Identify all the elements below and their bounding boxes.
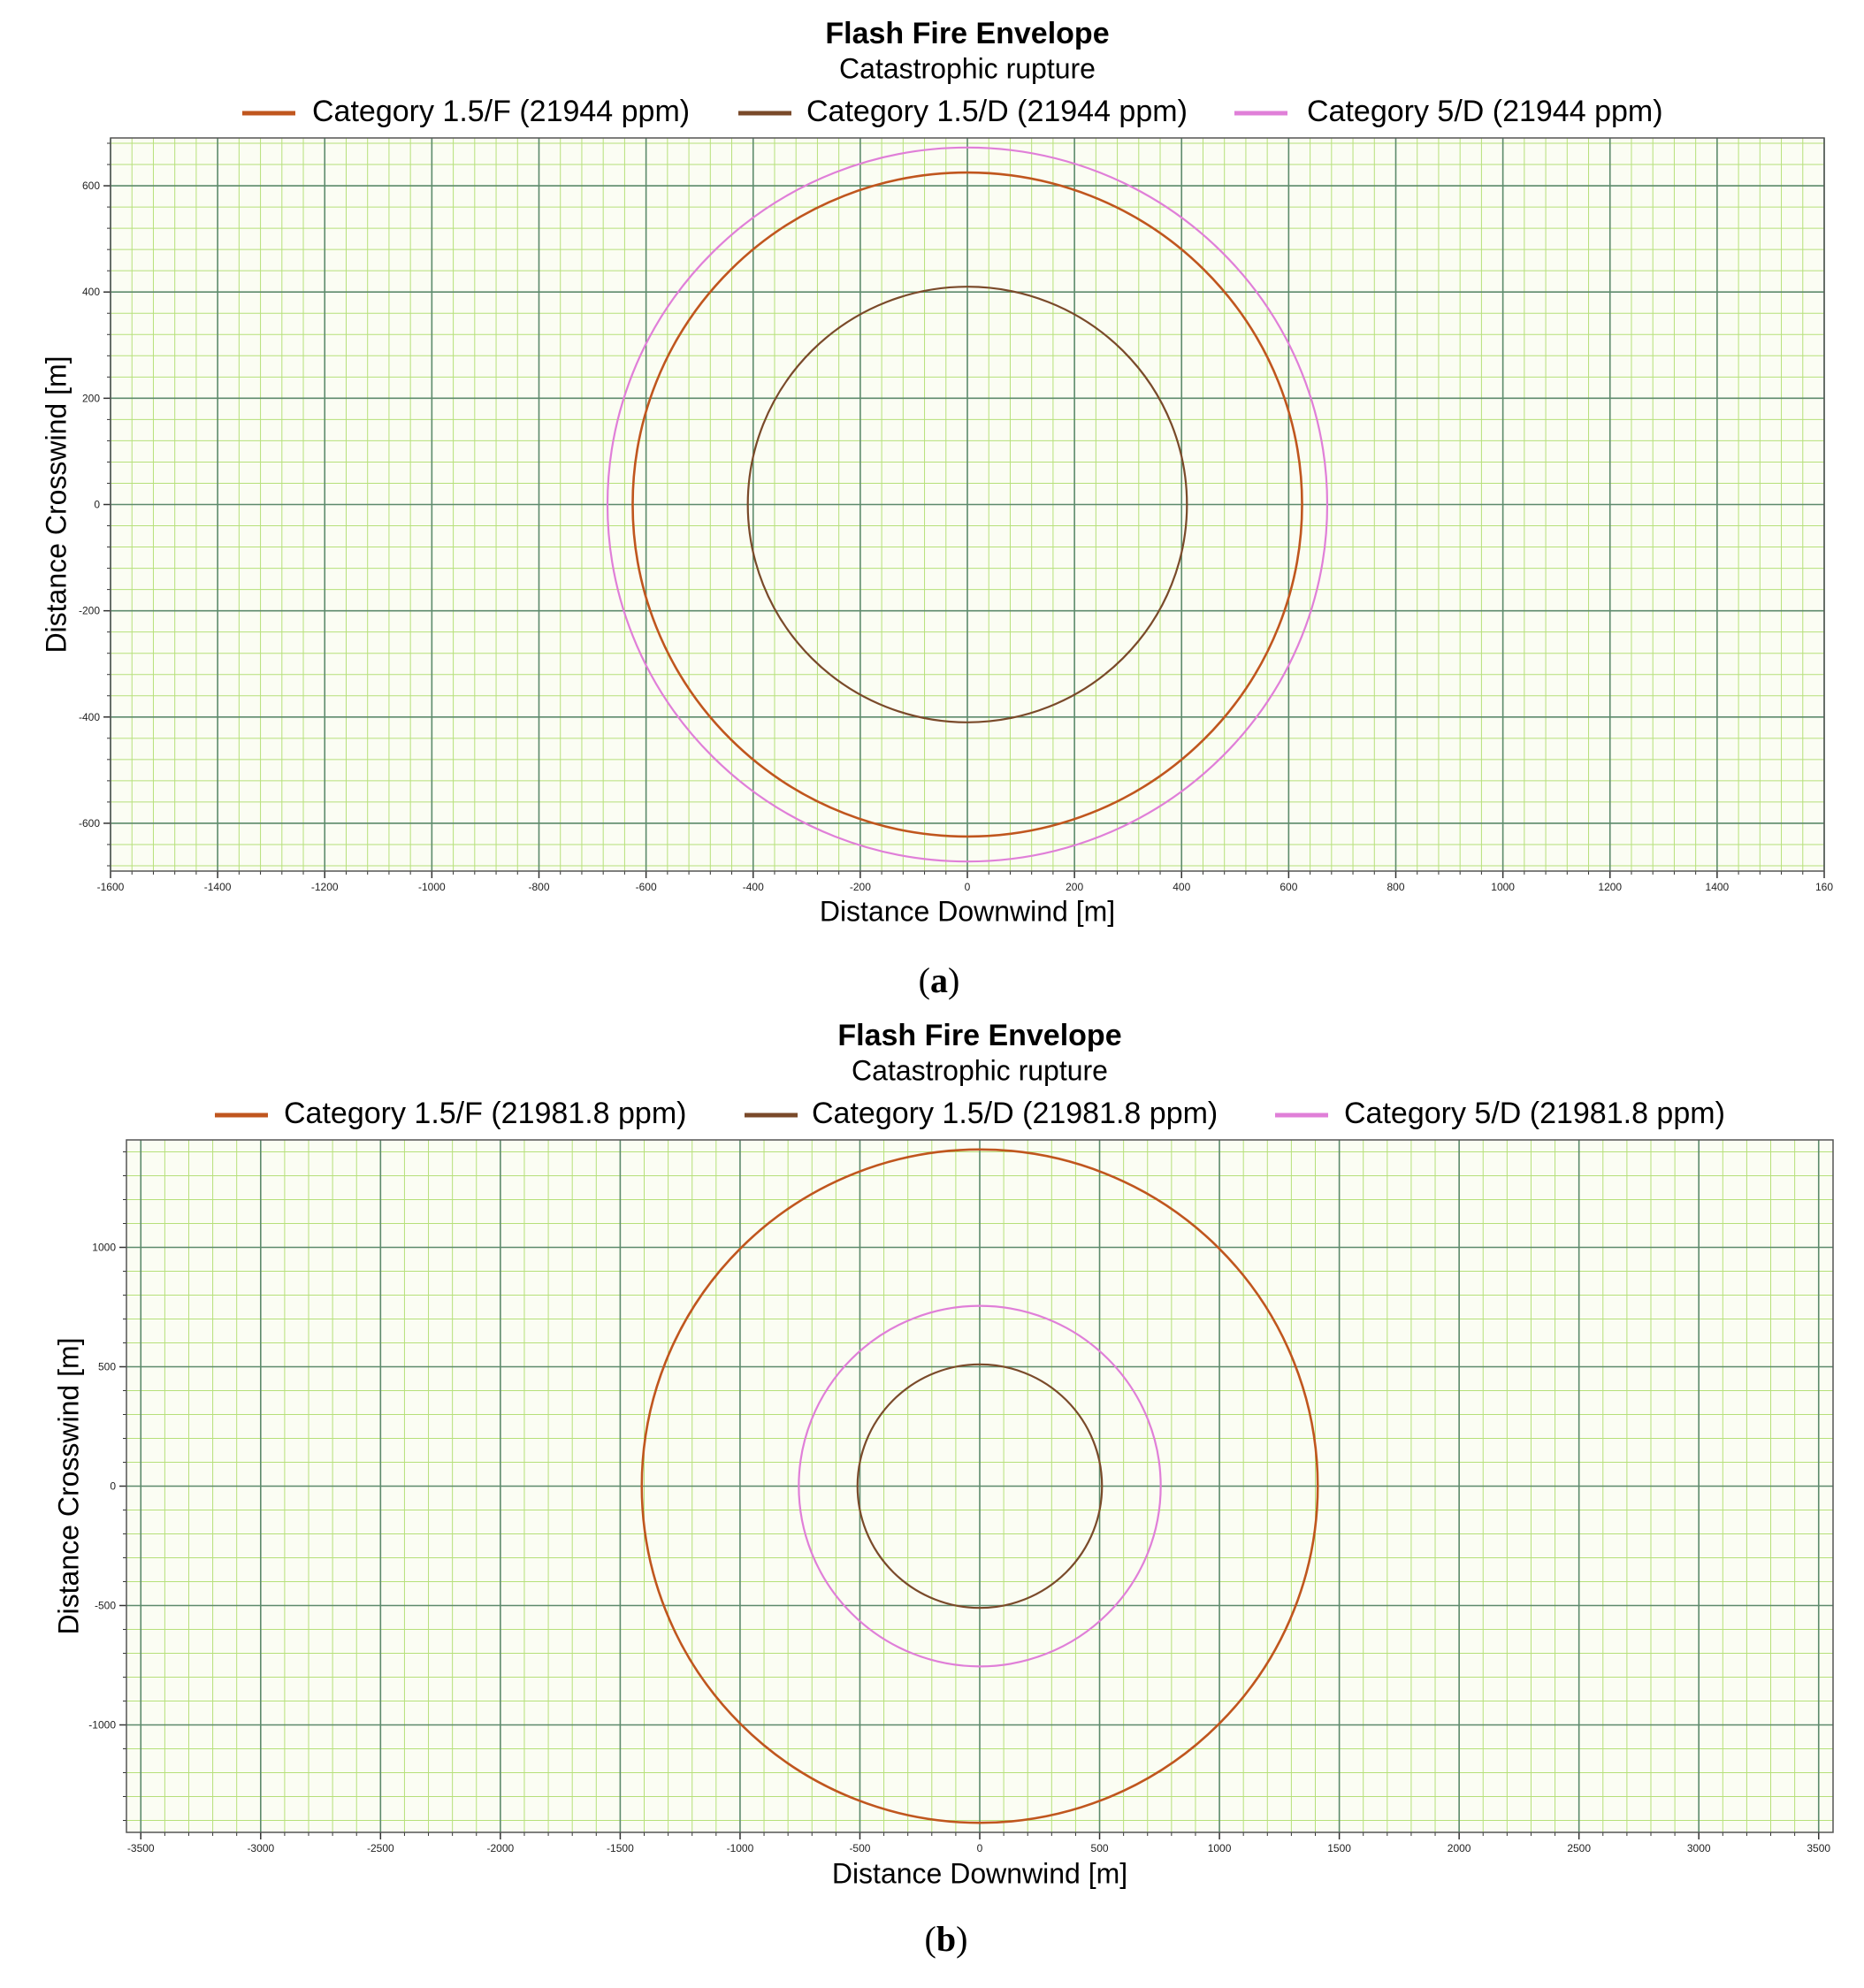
legend-entry: Category 1.5/F (21981.8 ppm) (284, 1097, 686, 1130)
x-tick-label: -1400 (204, 881, 232, 893)
x-tick-label: -800 (528, 881, 549, 893)
x-tick-label: 800 (1387, 881, 1404, 893)
y-tick-label: -400 (79, 711, 100, 723)
series-envelope-1 (640, 1148, 1319, 1824)
x-tick-label: -2000 (487, 1842, 515, 1854)
y-tick-label: 500 (98, 1361, 116, 1373)
x-tick-label: -1000 (727, 1842, 754, 1854)
legend-entry: Category 5/D (21944 ppm) (1307, 95, 1663, 128)
x-tick-label: 400 (1173, 881, 1190, 893)
y-tick-label: 0 (94, 499, 100, 511)
y-axis-label: Distance Crosswind [m] (40, 356, 72, 653)
y-tick-label: 600 (82, 180, 100, 192)
x-tick-label: 3000 (1687, 1842, 1711, 1854)
panel-label-letter: b (936, 1919, 956, 1959)
series-envelope-2 (856, 1363, 1104, 1610)
x-tick-label: 2500 (1567, 1842, 1591, 1854)
legend-entry: Category 5/D (21981.8 ppm) (1344, 1097, 1725, 1130)
major-grid (126, 1140, 1833, 1832)
x-tick-label: 200 (1066, 881, 1083, 893)
legend-entry: Category 1.5/D (21944 ppm) (806, 95, 1188, 128)
chart-subtitle: Catastrophic rupture (839, 52, 1096, 84)
chart-title: Flash Fire Envelope (825, 17, 1109, 50)
y-axis-label: Distance Crosswind [m] (52, 1337, 84, 1634)
x-tick-label: 1500 (1327, 1842, 1351, 1854)
y-tick-label: 0 (110, 1480, 116, 1493)
panel-label: (b) (925, 1919, 968, 1959)
series-envelope-1 (631, 171, 1303, 838)
x-tick-label: 500 (1091, 1842, 1109, 1854)
legend-entry: Category 1.5/D (21981.8 ppm) (812, 1097, 1218, 1130)
x-tick-label: 1400 (1706, 881, 1730, 893)
x-tick-label: -200 (850, 881, 871, 893)
x-tick-label: 1000 (1491, 881, 1515, 893)
panel-label-letter: a (930, 960, 948, 1000)
chart-subtitle: Catastrophic rupture (852, 1054, 1108, 1086)
x-tick-label: -1000 (418, 881, 446, 893)
x-tick-label: 160 (1815, 881, 1833, 893)
x-tick-label: -1500 (607, 1842, 634, 1854)
x-tick-label: -3000 (247, 1842, 274, 1854)
y-tick-label: -1000 (88, 1719, 116, 1732)
x-tick-label: -1600 (97, 881, 125, 893)
x-axis-label: Distance Downwind [m] (832, 1857, 1127, 1889)
series-envelope-3 (606, 146, 1329, 863)
x-tick-label: 3500 (1807, 1842, 1830, 1854)
y-tick-label: -600 (79, 817, 100, 830)
x-tick-label: 0 (977, 1842, 983, 1854)
x-tick-label: 1200 (1598, 881, 1622, 893)
x-tick-label: -1200 (311, 881, 339, 893)
chart-title: Flash Fire Envelope (837, 1019, 1121, 1052)
x-axis-label: Distance Downwind [m] (820, 895, 1115, 927)
x-tick-label: 0 (965, 881, 971, 893)
x-tick-label: -600 (636, 881, 657, 893)
x-tick-label: 2000 (1448, 1842, 1471, 1854)
plot-border (110, 137, 1825, 872)
x-tick-label: 1000 (1208, 1842, 1232, 1854)
y-tick-label: 200 (82, 392, 100, 404)
x-tick-label: -3500 (127, 1842, 155, 1854)
x-tick-label: 600 (1280, 881, 1297, 893)
y-tick-label: -200 (79, 605, 100, 617)
panel-label: (a) (919, 960, 960, 1000)
y-tick-label: 1000 (92, 1242, 116, 1254)
x-tick-label: -400 (743, 881, 764, 893)
y-tick-label: 400 (82, 286, 100, 298)
series-envelope-3 (798, 1304, 1162, 1668)
y-tick-label: -500 (95, 1600, 116, 1612)
x-tick-label: -500 (849, 1842, 870, 1854)
series-envelope-2 (746, 286, 1188, 723)
plot-border (126, 1139, 1834, 1833)
legend-entry: Category 1.5/F (21944 ppm) (312, 95, 690, 128)
x-tick-label: -2500 (367, 1842, 394, 1854)
